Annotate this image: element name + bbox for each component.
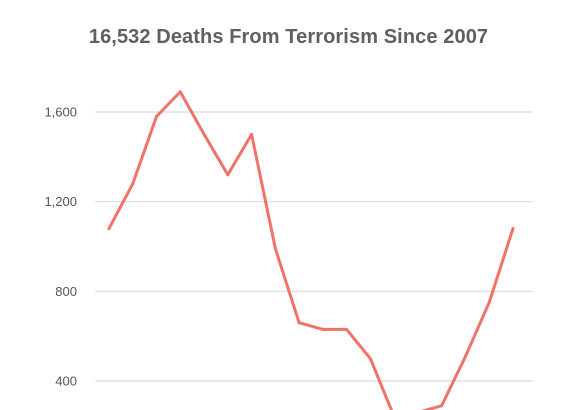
y-axis-ticks: 400 800 1,200 1,600 (44, 105, 77, 389)
data-point (345, 327, 349, 331)
data-point (321, 327, 325, 331)
data-point (202, 132, 206, 136)
y-tick-label: 800 (55, 284, 77, 299)
series-group (107, 90, 515, 410)
data-point (250, 132, 254, 136)
series-line (107, 90, 515, 410)
chart-title: 16,532 Deaths From Terrorism Since 2007 (88, 26, 489, 48)
data-point (487, 301, 491, 304)
data-point (226, 173, 230, 177)
data-point (297, 321, 301, 325)
gridlines (95, 111, 533, 382)
y-tick-label: 1,600 (44, 105, 77, 120)
data-point (511, 227, 515, 231)
data-point (107, 227, 111, 231)
y-tick-label: 1,200 (44, 194, 77, 209)
y-tick-label: 400 (55, 374, 77, 389)
data-point (464, 354, 467, 358)
data-point (273, 247, 277, 251)
data-point (178, 90, 182, 94)
data-point (440, 404, 444, 408)
data-point (131, 182, 135, 186)
data-point (155, 115, 158, 118)
data-point (368, 357, 372, 361)
